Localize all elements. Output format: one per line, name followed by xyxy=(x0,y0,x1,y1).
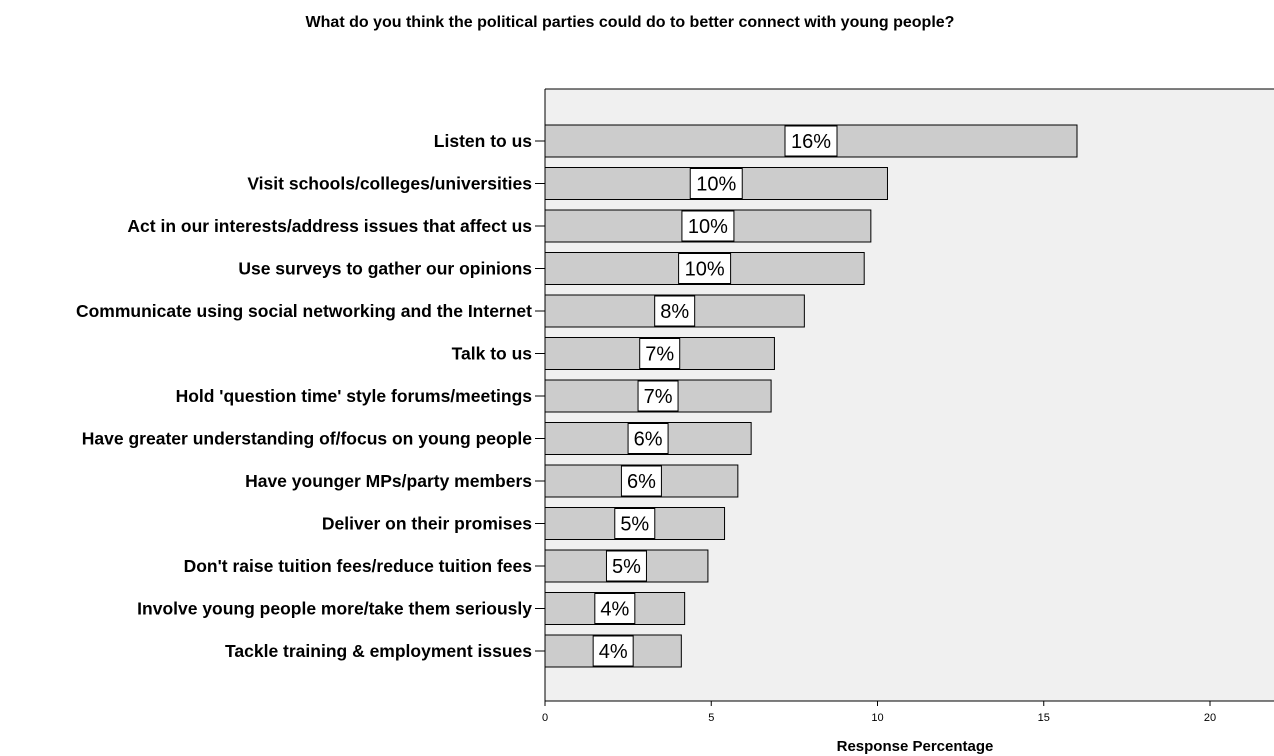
data-label: 5% xyxy=(620,514,649,536)
category-label: Have younger MPs/party members xyxy=(245,471,532,491)
data-label: 6% xyxy=(634,429,663,451)
data-label: 10% xyxy=(685,259,725,281)
data-label-box xyxy=(678,253,732,284)
x-axis: 0 5 10 15 20 xyxy=(542,701,1216,724)
x-tick-label: 5 xyxy=(708,712,714,724)
data-label: 7% xyxy=(644,386,673,408)
data-label: 16% xyxy=(791,131,831,153)
data-label-box xyxy=(627,423,669,454)
data-label: 6% xyxy=(627,471,656,493)
data-label: 4% xyxy=(599,641,628,663)
data-label: 10% xyxy=(688,216,728,238)
category-label: Use surveys to gather our opinions xyxy=(238,259,532,279)
data-label-box xyxy=(620,465,662,497)
data-label-box xyxy=(614,508,656,539)
data-label-box xyxy=(639,338,681,369)
category-label: Visit schools/colleges/universities xyxy=(247,174,532,194)
x-tick-label: 10 xyxy=(871,712,883,724)
data-label: 10% xyxy=(696,174,736,196)
data-label: 8% xyxy=(660,301,689,323)
bars-layer: Listen to us 16% Visit schools/colleges/un… xyxy=(76,124,1078,668)
category-label: Talk to us xyxy=(452,344,533,364)
category-label: Listen to us xyxy=(434,131,532,151)
data-label-box xyxy=(637,380,679,412)
data-label-box xyxy=(605,550,647,582)
category-label: Deliver on their promises xyxy=(322,514,532,534)
category-label: Communicate using social networking and … xyxy=(76,301,532,321)
data-label: 4% xyxy=(600,599,629,621)
data-label-box xyxy=(592,635,634,667)
x-axis-title: Response Percentage xyxy=(837,738,994,755)
category-label: Hold 'question time' style forums/meetin… xyxy=(176,386,533,406)
data-label-box xyxy=(784,125,838,157)
chart-title: What do you think the political parties … xyxy=(306,14,955,31)
data-label-box xyxy=(689,168,743,199)
category-label: Don't raise tuition fees/reduce tuition … xyxy=(184,556,533,576)
category-label: Involve young people more/take them seri… xyxy=(137,599,532,619)
category-label: Act in our interests/address issues that… xyxy=(127,216,532,236)
data-label-box xyxy=(594,593,636,624)
data-label-box xyxy=(681,210,735,242)
data-label: 5% xyxy=(612,556,641,578)
category-label: Tackle training & employment issues xyxy=(225,641,532,661)
category-label: Have greater understanding of/focus on y… xyxy=(82,429,532,449)
x-tick-label: 15 xyxy=(1038,712,1050,724)
x-tick-label: 20 xyxy=(1204,712,1216,724)
x-tick-label: 0 xyxy=(542,712,548,724)
data-label-box xyxy=(654,295,696,327)
data-label: 7% xyxy=(645,344,674,366)
